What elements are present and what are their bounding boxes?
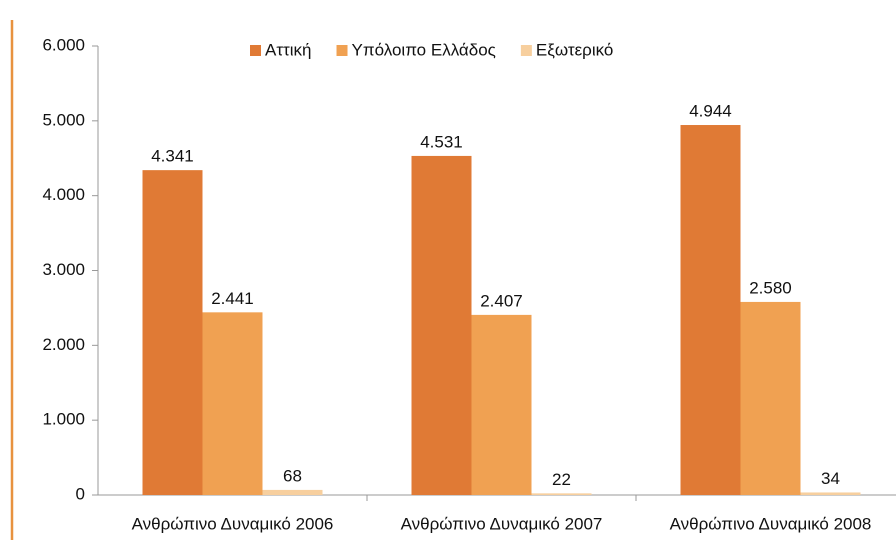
y-tick-label: 0 [76,484,85,503]
value-label: 2.580 [749,278,792,297]
bar [471,314,532,495]
bar [680,125,741,496]
legend-label: Εξωτερικό [536,40,613,59]
y-tick-label: 5.000 [42,110,85,129]
value-label: 4.531 [420,132,463,151]
y-tick-label: 2.000 [42,335,85,354]
value-label: 22 [552,470,571,489]
bar [411,155,472,495]
y-tick-label: 6.000 [42,35,85,54]
legend-swatch [520,45,532,56]
x-tick-label: Ανθρώπινο Δυναμικό 2007 [401,514,603,533]
value-label: 34 [821,469,840,488]
y-tick-label: 3.000 [42,260,85,279]
legend-swatch [250,45,261,56]
bar [142,170,203,495]
y-tick-label: 4.000 [42,185,85,204]
bar [800,492,861,495]
bar [740,301,801,495]
bar [202,312,263,495]
legend-label: Αττική [265,40,312,59]
bar [262,489,323,495]
value-label: 68 [283,466,302,485]
legend-label: Υπόλοιπο Ελλάδος [352,40,496,59]
value-label: 2.441 [211,289,254,308]
x-tick-label: Ανθρώπινο Δυναμικό 2008 [670,514,872,533]
value-label: 2.407 [480,291,523,310]
legend-swatch [336,45,348,56]
value-label: 4.944 [689,102,732,121]
value-label: 4.341 [151,147,194,166]
bar [531,493,592,495]
x-tick-label: Ανθρώπινο Δυναμικό 2006 [132,514,334,533]
y-tick-label: 1.000 [42,410,85,429]
